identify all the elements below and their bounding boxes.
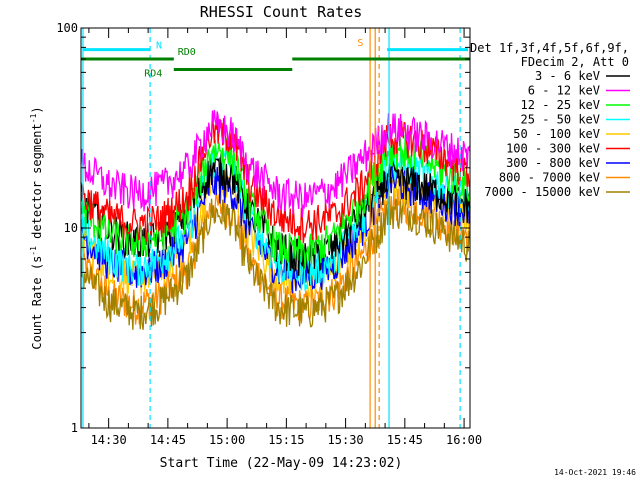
- y-axis-label-sup1: -1: [29, 246, 38, 256]
- series-line-6-12keV: [80, 109, 471, 218]
- legend-entry-label: 800 - 7000 keV: [499, 171, 600, 185]
- y-axis-label-main: Count Rate (s: [30, 256, 44, 350]
- series-line-7000-15000keV: [80, 195, 471, 330]
- legend-entry-label: 3 - 6 keV: [535, 69, 600, 83]
- annotation-label-n: N: [156, 41, 162, 52]
- legend-entry-label: 300 - 800 keV: [506, 156, 600, 170]
- y-axis-label-mid: detector segment: [30, 123, 44, 246]
- plot-area: [80, 109, 471, 330]
- legend: Det 1f,3f,4f,5f,6f,9f, FDecim 2, Att 0 3…: [470, 41, 630, 199]
- annotation-label-s: S: [357, 38, 363, 49]
- chart-title: RHESSI Count Rates: [200, 3, 363, 21]
- y-tick-label: 10: [64, 221, 78, 235]
- y-tick-label: 100: [56, 21, 78, 35]
- x-tick-label: 14:45: [150, 433, 186, 447]
- legend-entry-label: 100 - 300 keV: [506, 142, 600, 156]
- x-tick-label: 15:45: [387, 433, 423, 447]
- legend-entry-label: 25 - 50 keV: [521, 113, 600, 127]
- y-tick-label: 1: [71, 421, 78, 435]
- x-tick-label: 15:30: [328, 433, 364, 447]
- legend-entry-label: 12 - 25 keV: [521, 98, 600, 112]
- legend-entry-label: 7000 - 15000 keV: [484, 185, 600, 199]
- legend-entry-label: 6 - 12 keV: [528, 84, 600, 98]
- x-tick-label: 16:00: [446, 433, 482, 447]
- annotation-layer: N RD0 RD4 S: [81, 28, 470, 428]
- series-line-25-50keV: [80, 147, 471, 291]
- y-axis-label: Count Rate (s-1 detector segment-1): [29, 106, 44, 349]
- annotation-label-rd0: RD0: [178, 47, 196, 58]
- y-axis-label-end: ): [30, 106, 44, 113]
- x-tick-label: 14:30: [91, 433, 127, 447]
- legend-entry-label: 50 - 100 keV: [513, 127, 600, 141]
- x-tick-label: 15:00: [209, 433, 245, 447]
- legend-header-line-1: Det 1f,3f,4f,5f,6f,9f,: [470, 41, 629, 55]
- footer-timestamp: 14-Oct-2021 19:46: [554, 468, 636, 477]
- x-tick-label: 15:15: [268, 433, 304, 447]
- y-axis-label-sup2: -1: [29, 113, 38, 123]
- legend-header-line-2: FDecim 2, Att 0: [521, 55, 629, 69]
- axes: 1 10 100 14:30 14:45 15:00 15:15 15:30 15:45 16:0…: [56, 21, 482, 447]
- x-axis-label: Start Time (22-May-09 14:23:02): [160, 456, 403, 471]
- annotation-label-rd4: RD4: [144, 69, 162, 80]
